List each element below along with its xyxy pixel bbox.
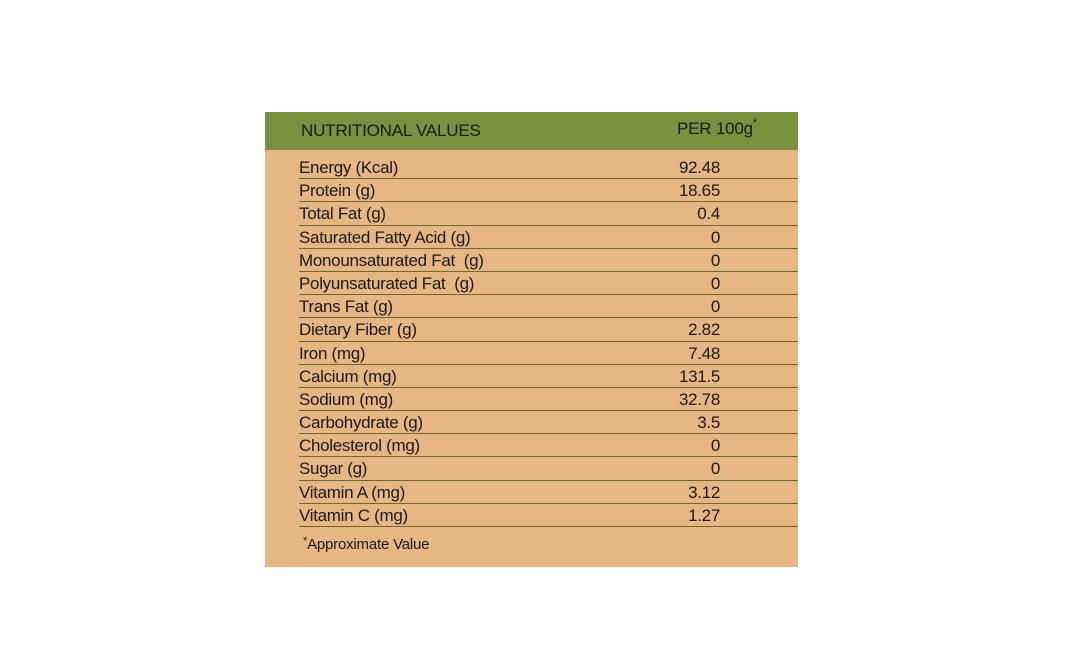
nutrient-value: 0: [710, 459, 720, 479]
nutrient-name: Monounsaturated Fat (g): [299, 250, 484, 270]
table-row: Total Fat (g) 0.4: [299, 202, 798, 226]
table-row: Dietary Fiber (g) 2.82: [299, 318, 798, 342]
nutrient-name: Total Fat (g): [299, 204, 386, 224]
table-row: Vitamin A (mg) 3.12: [299, 481, 798, 504]
nutrient-name: Carbohydrate (g): [299, 413, 423, 433]
nutrient-value: 131.5: [678, 366, 720, 386]
table-row: Carbohydrate (g) 3.5: [299, 411, 798, 435]
per-asterisk: *: [752, 117, 757, 129]
footnote-text: Approximate Value: [307, 536, 430, 553]
nutrient-value: 1.27: [688, 505, 720, 525]
header-per-label: PER 100g*: [677, 117, 757, 139]
nutrient-value: 0: [710, 273, 720, 293]
nutrition-label: NUTRITIONAL VALUES PER 100g* Energy (Kca…: [265, 112, 798, 567]
header-nutrient-label: NUTRITIONAL VALUES: [301, 121, 481, 140]
nutrient-value: 0: [710, 250, 720, 270]
table-row: Iron (mg) 7.48: [299, 342, 798, 365]
nutrient-name: Iron (mg): [299, 343, 366, 363]
table-row: Monounsaturated Fat (g) 0: [299, 249, 798, 272]
nutrient-value: 3.5: [697, 413, 720, 433]
per-100g-text: PER 100g: [677, 119, 753, 138]
table-row: Sugar (g) 0: [299, 457, 798, 481]
nutrient-value: 7.48: [688, 343, 720, 363]
nutrient-value: 0.4: [697, 204, 720, 224]
table-row: Trans Fat (g) 0: [299, 295, 798, 319]
nutrition-header: NUTRITIONAL VALUES PER 100g*: [265, 112, 798, 150]
table-row: Saturated Fatty Acid (g) 0: [299, 226, 798, 249]
table-row: Polyunsaturated Fat (g) 0: [299, 272, 798, 296]
table-row: Cholesterol (mg) 0: [299, 434, 798, 458]
table-row: Calcium (mg) 131.5: [299, 365, 798, 388]
nutrient-name: Sodium (mg): [299, 389, 394, 409]
nutrient-name: Dietary Fiber (g): [299, 320, 417, 340]
table-row: Energy (Kcal) 92.48: [299, 156, 798, 180]
nutrient-value: 0: [710, 297, 720, 317]
footnote: *Approximate Value: [303, 535, 430, 553]
nutrient-name: Sugar (g): [299, 459, 368, 479]
table-row: Sodium (mg) 32.78: [299, 388, 798, 412]
nutrient-name: Polyunsaturated Fat (g): [299, 273, 475, 293]
nutrient-name: Saturated Fatty Acid (g): [299, 227, 471, 247]
nutrient-name: Protein (g): [299, 181, 376, 201]
nutrient-value: 0: [710, 436, 720, 456]
nutrient-name: Vitamin C (mg): [299, 505, 408, 525]
footnote-asterisk: *: [303, 535, 308, 547]
nutrition-rows: Energy (Kcal) 92.48 Protein (g) 18.65 Total …: [265, 156, 798, 527]
nutrient-name: Cholesterol (mg): [299, 436, 420, 456]
nutrient-name: Trans Fat (g): [299, 297, 393, 317]
nutrient-value: 2.82: [688, 320, 720, 340]
nutrient-name: Energy (Kcal): [299, 158, 399, 177]
nutrient-value: 3.12: [688, 482, 720, 502]
nutrient-value: 0: [710, 227, 720, 247]
table-row: Vitamin C (mg) 1.27: [299, 504, 798, 527]
nutrient-value: 92.48: [678, 158, 720, 177]
nutrient-name: Vitamin A (mg): [299, 482, 406, 502]
table-row: Protein (g) 18.65: [299, 179, 798, 203]
nutrient-value: 18.65: [678, 181, 720, 201]
nutrient-value: 32.78: [678, 389, 720, 409]
nutrient-name: Calcium (mg): [299, 366, 397, 386]
